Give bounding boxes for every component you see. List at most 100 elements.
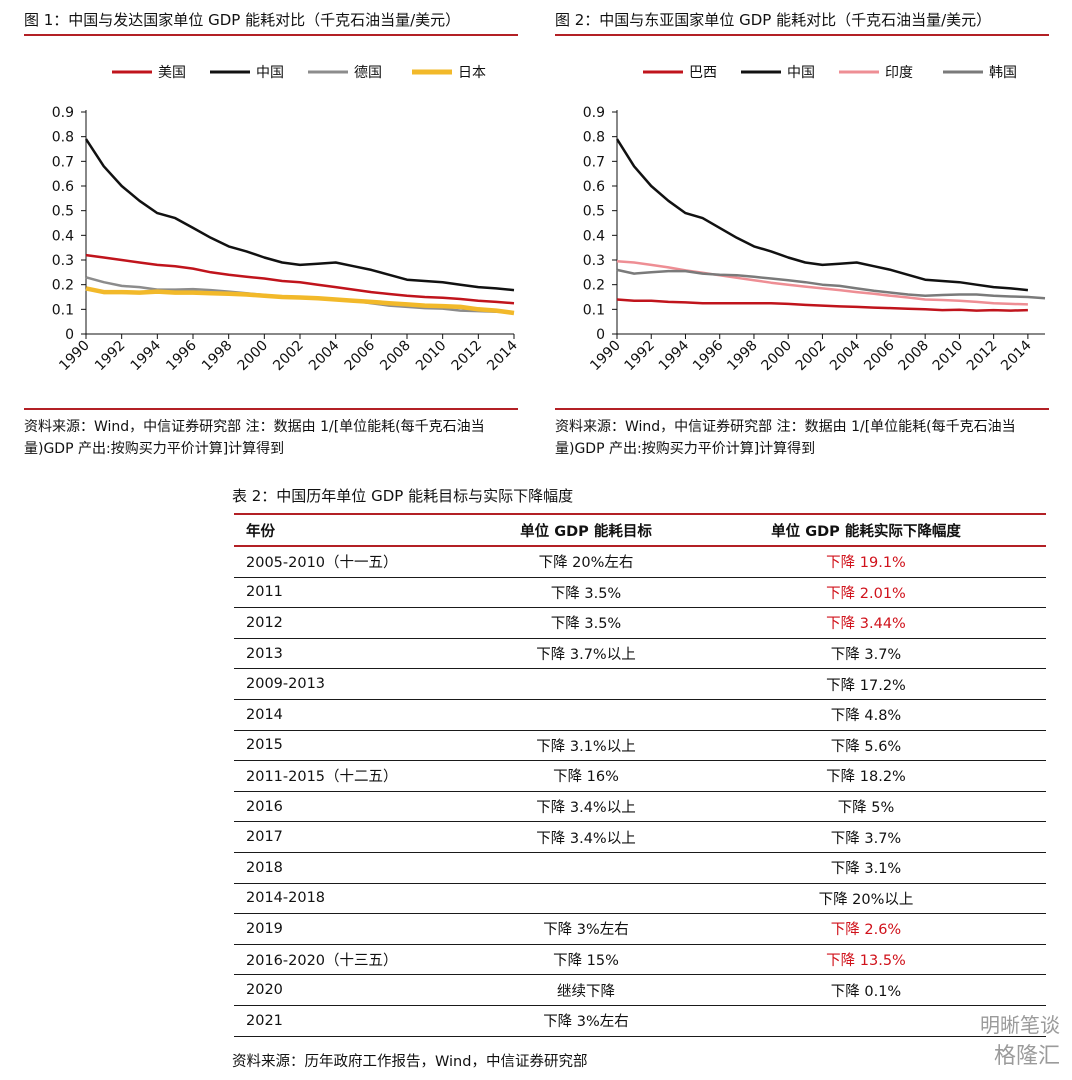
row-actual: 下降 5% [686,791,1046,823]
x-tick-label: 2010 [930,338,967,375]
y-tick-label: 0.7 [52,154,74,170]
legend-label: 日本 [458,65,486,81]
x-tick-label: 2008 [895,338,932,375]
table-row: 2016 下降 3.4%以上 下降 5% [234,791,1046,823]
x-tick-label: 2006 [861,337,898,374]
row-actual: 下降 13.5% [686,944,1046,976]
row-target: 下降 3.4%以上 [486,821,686,853]
x-tick-label: 1990 [56,338,93,375]
x-tick-label: 2008 [377,338,414,375]
series-line-2 [615,138,1029,292]
row-target: 下降 3.7%以上 [486,638,686,670]
x-tick-label: 1990 [587,338,624,375]
row-year: 2014 [234,699,486,731]
figure-2-chart: 巴西 中国 印度 韩国 0 0.1 0.2 0.3 0.4 0.5 0.6 0.7 0.8 0.9 1990… [583,65,1046,375]
row-target: 继续下降 [486,974,686,1006]
table-row: 2020 继续下降 下降 0.1% [234,974,1046,1006]
table-row: 2014-2018 下降 20%以上 [234,883,1046,915]
legend-label: 中国 [787,65,815,81]
energy-target-table: 年份 单位 GDP 能耗目标 单位 GDP 能耗实际下降幅度 2005-2010… [234,513,1046,1037]
y-tick-label: 0.8 [583,130,605,146]
y-tick-label: 0.9 [583,105,605,121]
series-line-1 [616,298,1028,312]
row-actual: 下降 17.2% [686,668,1046,700]
row-target: 下降 3.5% [486,577,686,609]
row-year: 2012 [234,607,486,639]
figure-1-chart: 美国 中国 德国 日本 0 0.1 0.2 0.3 0.4 0.5 0.6 0.7 0.8 0.9 1990… [52,65,521,375]
y-tick-label: 0.6 [583,179,605,195]
table-row: 2019 下降 3%左右 下降 2.6% [234,913,1046,945]
x-tick-label: 2002 [270,338,307,375]
x-tick-label: 1992 [622,338,659,375]
row-year: 2016 [234,791,486,823]
table-row: 2011 下降 3.5% 下降 2.01% [234,577,1046,609]
row-year: 2020 [234,974,486,1006]
table-row: 2015 下降 3.1%以上 下降 5.6% [234,730,1046,762]
table-header-row: 年份 单位 GDP 能耗目标 单位 GDP 能耗实际下降幅度 [234,513,1046,547]
legend-label: 德国 [354,65,382,81]
x-tick-label: 2004 [827,337,864,374]
x-tick-label: 1996 [690,337,727,374]
watermark-line-1: 明晰笔谈 [980,1013,1060,1037]
row-target [486,699,686,731]
figure-2-top-rule [555,34,1049,36]
x-tick-label: 1994 [656,337,693,374]
row-actual: 下降 5.6% [686,730,1046,762]
x-tick-label: 2012 [449,338,486,375]
table-source: 资料来源：历年政府工作报告，Wind，中信证券研究部 [232,1054,588,1070]
x-tick-label: 1998 [724,338,761,375]
row-year: 2015 [234,730,486,762]
table-row: 2005-2010（十一五） 下降 20%左右 下降 19.1% [234,546,1046,578]
row-year: 2011 [234,577,486,609]
header-actual: 单位 GDP 能耗实际下降幅度 [686,513,1046,547]
y-tick-label: 0.2 [52,278,74,294]
row-actual: 下降 18.2% [686,760,1046,792]
y-tick-label: 0.3 [583,253,605,269]
row-actual: 下降 3.1% [686,852,1046,884]
figure-1-source: 资料来源：Wind，中信证券研究部 注：数据由 1/[单位能耗(每千克石油当量)… [24,419,485,457]
y-tick-label: 0.4 [583,228,605,244]
y-tick-label: 0.5 [52,204,74,220]
legend-label: 巴西 [689,65,717,81]
row-target: 下降 3.1%以上 [486,730,686,762]
x-tick-label: 2000 [759,338,796,375]
row-target: 下降 16% [486,760,686,792]
row-actual: 下降 20%以上 [686,883,1046,915]
y-tick-label: 0.8 [52,130,74,146]
y-tick-label: 0.5 [583,204,605,220]
y-tick-label: 0.2 [583,278,605,294]
row-actual: 下降 3.7% [686,638,1046,670]
table-row: 2013 下降 3.7%以上 下降 3.7% [234,638,1046,670]
legend-label: 印度 [885,65,913,81]
y-tick-label: 0.7 [583,154,605,170]
x-tick-label: 1998 [199,338,236,375]
row-target [486,852,686,884]
x-tick-label: 2002 [793,338,830,375]
legend-label: 美国 [158,65,186,81]
row-target [486,668,686,700]
row-year: 2011-2015（十二五） [234,760,486,792]
table-row: 2009-2013 下降 17.2% [234,668,1046,700]
x-tick-label: 2012 [964,338,1001,375]
y-tick-label: 0.1 [52,302,74,318]
series-line-4 [85,286,515,316]
row-target: 下降 3%左右 [486,1005,686,1037]
y-tick-label: 0.6 [52,179,74,195]
y-tick-label: 0 [596,327,605,343]
figure-2-source: 资料来源：Wind，中信证券研究部 注：数据由 1/[单位能耗(每千克石油当量)… [555,419,1016,457]
row-year: 2021 [234,1005,486,1037]
row-actual: 下降 0.1% [686,974,1046,1006]
x-tick-label: 2010 [413,338,450,375]
row-year: 2009-2013 [234,668,486,700]
legend-label: 中国 [256,65,284,81]
y-tick-label: 0 [65,327,74,343]
table-row: 2014 下降 4.8% [234,699,1046,731]
table-row: 2017 下降 3.4%以上 下降 3.7% [234,821,1046,853]
figure-2-title: 图 2：中国与东亚国家单位 GDP 能耗对比（千克石油当量/美元） [555,11,992,29]
row-actual: 下降 2.01% [686,577,1046,609]
row-year: 2014-2018 [234,883,486,915]
header-target: 单位 GDP 能耗目标 [486,513,686,547]
y-tick-label: 0.4 [52,228,74,244]
legend-label: 韩国 [989,65,1017,81]
figure-1-top-rule [24,34,518,36]
